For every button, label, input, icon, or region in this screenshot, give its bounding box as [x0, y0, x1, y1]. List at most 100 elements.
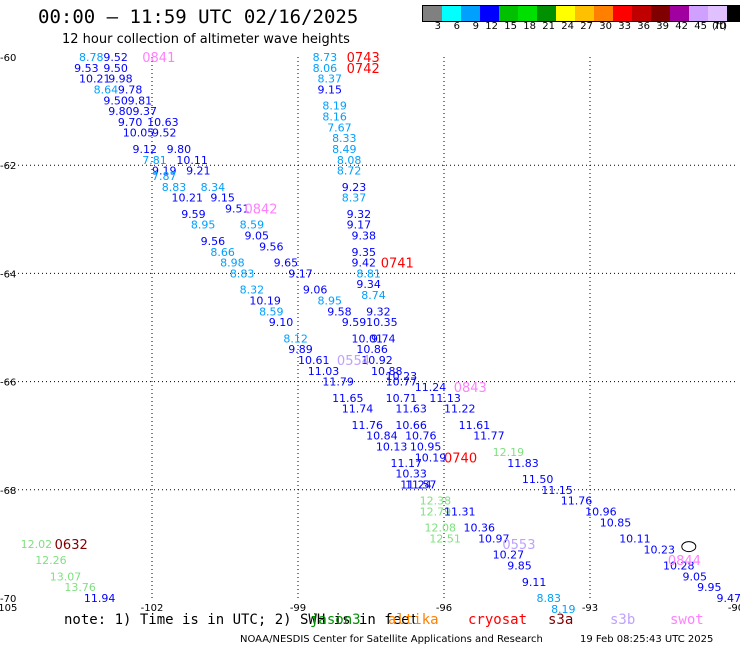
wave-height-value: 9.42	[352, 257, 377, 270]
satellite-s3b: s3b	[610, 612, 636, 628]
wave-height-value: 12.79	[420, 505, 452, 518]
wave-height-value: 9.80	[108, 105, 133, 118]
wave-height-value: 10.36	[463, 522, 495, 535]
wave-height-value: 9.59	[181, 208, 206, 221]
legend-label: 36	[637, 21, 650, 32]
wave-height-value: 10.23	[644, 543, 676, 556]
page-title: 00:00 – 11:59 UTC 02/16/2025	[38, 6, 359, 28]
legend-label: 12	[485, 21, 498, 32]
y-tick-label: -68	[0, 486, 16, 497]
wave-height-value: 9.59	[342, 316, 367, 329]
legend-unit: (ft)	[712, 21, 728, 32]
pass-time-label: 0740	[444, 451, 477, 466]
wave-height-value: 11.13	[429, 392, 461, 405]
legend-swatch	[423, 6, 442, 21]
satellite-s3a: s3a	[548, 612, 574, 628]
wave-height-value: 11.17	[390, 457, 422, 470]
wave-height-value: 8.19	[551, 603, 576, 616]
wave-height-value: 10.01	[352, 332, 384, 345]
wave-height-value: 8.72	[337, 165, 362, 178]
wave-height-value: 8.33	[332, 132, 357, 145]
y-tick-label: -62	[0, 161, 16, 172]
satellite-swot: swot	[670, 612, 704, 628]
pass-time-label: 0554	[337, 354, 370, 369]
wave-height-value: 12.51	[429, 532, 461, 545]
wave-height-value: 9.70	[118, 116, 143, 129]
satellite-cryosat: cryosat	[468, 612, 528, 628]
legend-swatch	[613, 6, 632, 21]
wave-height-value: 9.81	[128, 94, 152, 107]
wave-height-value: 9.58	[327, 305, 352, 318]
wave-height-value: 9.80	[167, 143, 192, 156]
wave-height-value: 11.57	[405, 478, 437, 491]
legend-label: 39	[656, 21, 669, 32]
wave-height-value: 10.97	[478, 532, 510, 545]
wave-height-value: 9.06	[303, 284, 328, 297]
wave-height-value: 9.74	[371, 332, 396, 345]
wave-height-value: 10.05	[123, 127, 155, 140]
wave-height-value: 11.15	[541, 484, 573, 497]
pass-time-label: 0741	[381, 257, 414, 272]
wave-height-value: 8.12	[283, 332, 308, 345]
wave-height-value: 8.81	[356, 267, 381, 280]
wave-height-value: 9.56	[201, 235, 226, 248]
wave-height-value: 8.64	[94, 83, 119, 96]
legend-swatch	[499, 6, 518, 21]
wave-height-value: 11.03	[308, 365, 340, 378]
legend-label: 70	[713, 21, 726, 32]
legend-swatch	[727, 6, 740, 21]
wave-height-value: 10.33	[395, 468, 427, 481]
wave-height-value: 10.28	[663, 560, 695, 573]
wave-height-value: 10.23	[386, 370, 418, 383]
pass-time-label: 0742	[347, 62, 380, 77]
wave-height-value: 10.35	[366, 316, 398, 329]
wave-height-value: 11.74	[342, 403, 374, 416]
wave-height-value: 9.17	[288, 267, 313, 280]
wave-height-value: 9.78	[118, 83, 143, 96]
y-tick-label: -66	[0, 378, 16, 389]
wave-height-value: 10.21	[171, 192, 203, 205]
y-tick-label: -60	[0, 53, 16, 64]
wave-height-value: 7.67	[327, 121, 352, 134]
legend-swatch	[575, 6, 594, 21]
color-scale-labels: 3 6 9 12 15 18 21 24 27 30 33 36 39 42 45 70	[422, 21, 726, 32]
wave-height-value: 8.95	[317, 294, 342, 307]
credit-text: NOAA/NESDIS Center for Satellite Applica…	[240, 634, 543, 645]
wave-height-value: 8.78	[79, 51, 104, 64]
wave-height-value: 10.11	[619, 532, 651, 545]
wave-height-value: 10.13	[376, 441, 408, 454]
pass-time-label: 0743	[347, 51, 380, 66]
wave-height-value: 11.61	[459, 419, 491, 432]
timestamp: 19 Feb 08:25:43 UTC 2025	[580, 634, 714, 645]
wave-height-value: 8.16	[322, 111, 347, 124]
wave-height-value: 9.51	[225, 202, 250, 215]
wave-height-value: 13.76	[64, 581, 96, 594]
legend-swatch	[670, 6, 689, 21]
wave-height-value: 9.32	[347, 208, 372, 221]
legend-label: 9	[472, 21, 479, 32]
legend-label: 27	[580, 21, 593, 32]
legend-swatch	[518, 6, 537, 21]
wave-height-value: 10.61	[298, 354, 330, 367]
wave-height-value: 10.96	[585, 505, 617, 518]
pass-time-label: 0632	[55, 538, 88, 553]
wave-height-value: 11.31	[444, 505, 476, 518]
wave-height-value: 8.59	[259, 305, 284, 318]
wave-height-value: 9.11	[522, 576, 547, 589]
wave-height-value: 9.98	[108, 73, 133, 86]
wave-height-value: 9.23	[342, 181, 367, 194]
wave-height-value: 9.10	[269, 316, 294, 329]
legend-swatch	[537, 6, 556, 21]
wave-height-value: 10.92	[361, 354, 393, 367]
wave-height-value: 12.38	[420, 495, 452, 508]
legend-swatch	[632, 6, 651, 21]
wave-height-value: 10.86	[356, 343, 388, 356]
wave-height-value: 9.34	[356, 278, 381, 291]
wave-height-value: 9.37	[133, 105, 158, 118]
wave-height-value: 10.21	[79, 73, 111, 86]
wave-height-value: 9.17	[347, 219, 372, 232]
wave-height-value: 9.95	[697, 581, 722, 594]
wave-height-value: 8.83	[536, 592, 561, 605]
wave-height-value: 8.83	[162, 181, 187, 194]
wave-height-value: 8.08	[337, 154, 362, 167]
